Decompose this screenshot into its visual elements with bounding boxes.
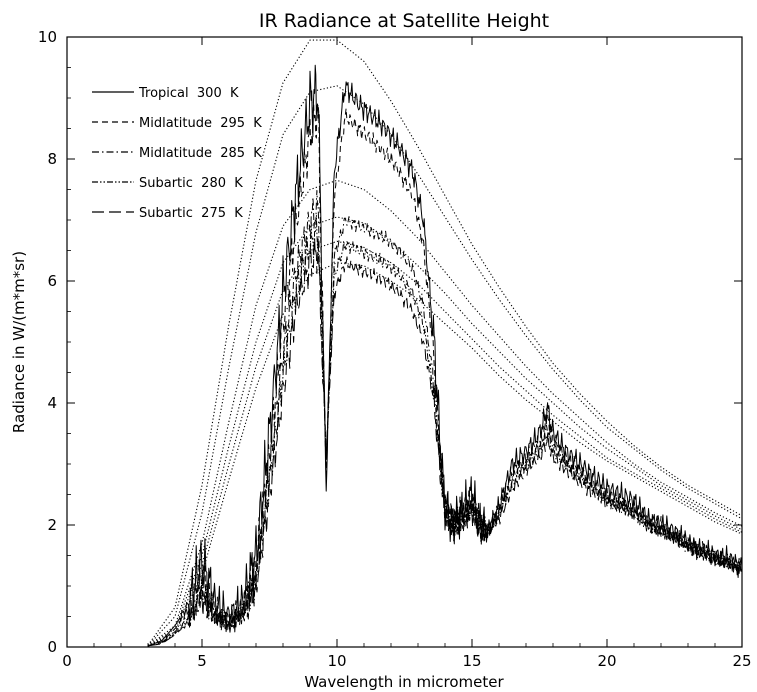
x-tick-label: 0 bbox=[62, 652, 72, 670]
y-axis-ticks: 0 2 4 6 8 10 bbox=[38, 28, 742, 656]
series-line-midlatitude-285-k bbox=[147, 190, 743, 647]
y-tick-label: 6 bbox=[47, 272, 57, 290]
y-tick-label: 2 bbox=[47, 516, 57, 534]
x-axis-label: Wavelength in micrometer bbox=[304, 673, 504, 691]
legend-label-subartic-280-k: Subartic 280 K bbox=[139, 176, 243, 191]
y-tick-label: 8 bbox=[47, 150, 57, 168]
y-tick-label: 10 bbox=[38, 28, 57, 46]
reference-curve-9 bbox=[147, 240, 743, 647]
reference-curve-10 bbox=[147, 262, 743, 647]
legend-label-subartic-275-k: Subartic 275 K bbox=[139, 206, 243, 221]
x-tick-label: 20 bbox=[597, 652, 616, 670]
reference-curve-5 bbox=[147, 39, 743, 646]
series-line-tropical-300-k bbox=[147, 64, 743, 647]
reference-curve-6 bbox=[147, 85, 743, 647]
chart-title: IR Radiance at Satellite Height bbox=[259, 10, 549, 32]
reference-curve-7 bbox=[147, 179, 743, 647]
x-tick-label: 25 bbox=[732, 652, 751, 670]
legend-label-tropical-300-k: Tropical 300 K bbox=[138, 86, 239, 101]
y-axis-label: Radiance in W/(m*m*sr) bbox=[10, 251, 28, 433]
series-line-subartic-280-k bbox=[147, 215, 743, 647]
plot-curves bbox=[147, 39, 743, 647]
x-axis-ticks: 0 5 10 15 20 25 bbox=[62, 37, 752, 670]
legend-label-midlatitude-295-k: Midlatitude 295 K bbox=[139, 116, 262, 131]
y-tick-label: 4 bbox=[47, 394, 57, 412]
y-tick-label: 0 bbox=[47, 638, 57, 656]
x-tick-label: 15 bbox=[462, 652, 481, 670]
x-tick-label: 5 bbox=[197, 652, 207, 670]
legend: Tropical 300 K Midlatitude 295 K Midlatitu… bbox=[92, 86, 262, 221]
x-tick-label: 10 bbox=[327, 652, 346, 670]
reference-curve-8 bbox=[147, 216, 743, 647]
series-line-subartic-275-k bbox=[147, 237, 743, 647]
legend-label-midlatitude-285-k: Midlatitude 285 K bbox=[139, 146, 262, 161]
